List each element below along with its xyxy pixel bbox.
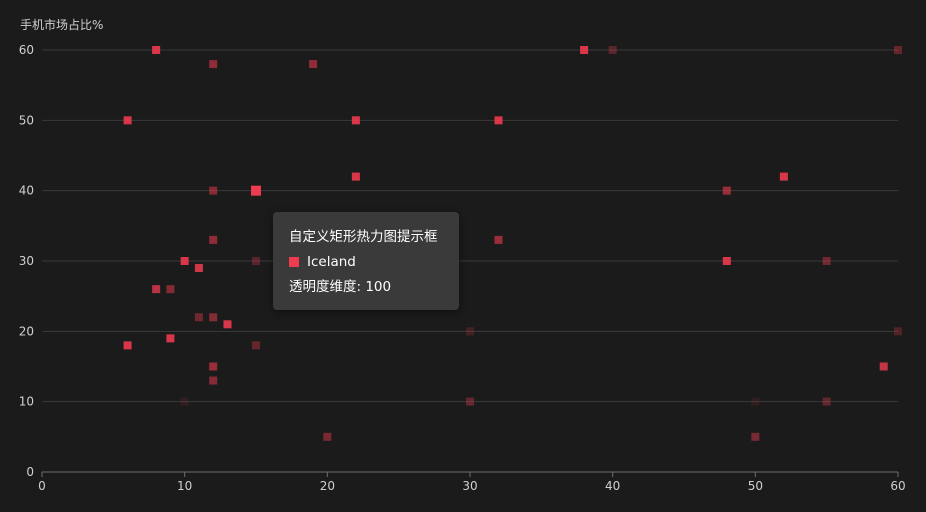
data-point[interactable]: [722, 257, 731, 265]
data-point[interactable]: [466, 327, 474, 336]
x-tick-label: 10: [177, 479, 192, 493]
data-point[interactable]: [209, 60, 218, 69]
data-point[interactable]: [209, 313, 218, 322]
data-point[interactable]: [152, 46, 161, 54]
data-point[interactable]: [323, 432, 332, 441]
y-tick-label: 0: [26, 465, 34, 479]
data-point[interactable]: [879, 362, 888, 371]
data-point[interactable]: [351, 172, 360, 181]
grid-lines: [42, 49, 898, 473]
data-point[interactable]: [608, 46, 617, 54]
tooltip-series-name: Iceland: [307, 254, 356, 270]
x-tick-label: 0: [38, 479, 46, 493]
data-point[interactable]: [180, 257, 189, 265]
data-point-highlighted[interactable]: [251, 185, 261, 196]
y-tick-label: 20: [19, 324, 34, 338]
y-tick-label: 50: [19, 113, 34, 127]
data-point[interactable]: [822, 397, 831, 406]
data-point[interactable]: [894, 46, 902, 54]
axis-ticks: 0 10 20 30 40 50 60 0 10 20 30 40 50 60: [19, 43, 906, 493]
data-point[interactable]: [779, 172, 788, 181]
data-point[interactable]: [209, 235, 218, 244]
x-tick-label: 60: [890, 479, 905, 493]
data-point[interactable]: [894, 327, 902, 336]
data-point[interactable]: [722, 186, 731, 195]
data-point[interactable]: [123, 116, 132, 125]
data-point[interactable]: [180, 397, 189, 406]
data-points: [123, 46, 902, 441]
data-point[interactable]: [209, 362, 218, 371]
x-tick-label: 40: [605, 479, 620, 493]
data-point[interactable]: [494, 116, 503, 125]
data-point[interactable]: [223, 320, 232, 329]
y-tick-label: 60: [19, 43, 34, 57]
tooltip-series-row: Iceland: [289, 253, 443, 278]
data-point[interactable]: [351, 116, 360, 125]
data-point[interactable]: [194, 264, 203, 273]
tooltip-value: 透明度维度: 100: [289, 279, 392, 295]
data-point[interactable]: [252, 257, 260, 265]
y-tick-label: 40: [19, 184, 34, 198]
data-point[interactable]: [166, 285, 175, 294]
data-point[interactable]: [494, 235, 503, 244]
x-tick-label: 20: [320, 479, 335, 493]
data-point[interactable]: [751, 432, 760, 441]
tooltip-title: 自定义矩形热力图提示框: [289, 229, 438, 245]
data-point[interactable]: [580, 46, 589, 54]
tooltip: 自定义矩形热力图提示框 Iceland 透明度维度: 100: [273, 212, 459, 310]
data-point[interactable]: [152, 285, 161, 294]
data-point[interactable]: [252, 341, 260, 350]
x-tick-label: 30: [462, 479, 477, 493]
data-point[interactable]: [822, 257, 831, 265]
y-tick-label: 10: [19, 395, 34, 409]
data-point[interactable]: [123, 341, 132, 350]
data-point[interactable]: [309, 60, 318, 69]
data-point[interactable]: [166, 334, 175, 343]
data-point[interactable]: [751, 397, 760, 406]
x-tick-label: 50: [748, 479, 763, 493]
data-point[interactable]: [466, 397, 474, 406]
tooltip-marker-icon: [289, 257, 299, 267]
y-tick-label: 30: [19, 254, 34, 268]
data-point[interactable]: [209, 186, 218, 195]
data-point[interactable]: [194, 313, 203, 322]
y-axis-title: 手机市场占比%: [20, 17, 103, 32]
data-point[interactable]: [209, 376, 218, 385]
